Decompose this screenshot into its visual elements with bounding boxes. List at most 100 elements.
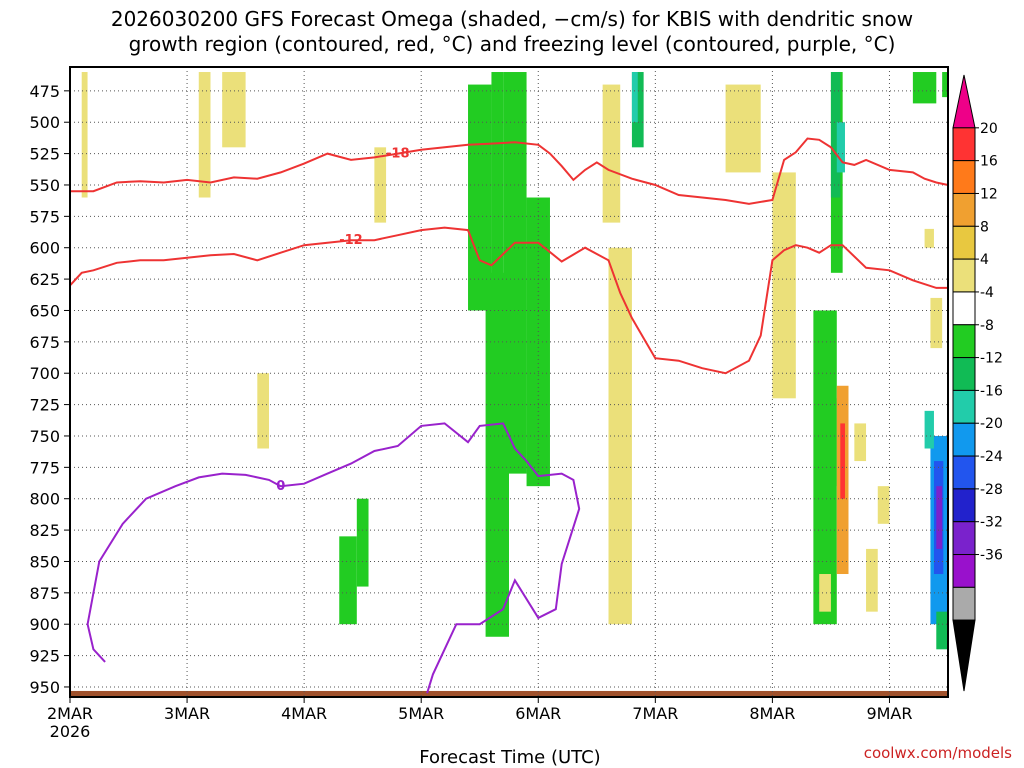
omega-shade-38 [257,373,270,449]
colorbar-swatch [952,291,976,326]
colorbar-swatch [952,455,976,490]
y-tick-label: 825 [29,521,60,540]
colorbar-swatch [952,324,976,359]
y-tick-label: 550 [29,176,60,195]
colorbar-label: 16 [980,154,998,170]
omega-shade-6 [339,536,357,625]
omega-shade-23 [840,423,845,499]
colorbar-swatch [952,488,976,523]
y-tick-label: 950 [29,678,60,697]
contour-line--18 [70,137,949,205]
colorbar-label: 4 [980,252,989,268]
omega-shade-34 [819,574,831,612]
colorbar-swatch [952,521,976,556]
omega-shade-25 [222,72,246,148]
title-line-1: 2026030200 GFS Forecast Omega (shaded, −… [111,7,913,31]
y-tick-label: 725 [29,396,60,415]
contour-line--12 [69,226,948,375]
omega-shade-31 [772,172,796,399]
contour-line-0 [86,422,581,694]
y-tick-label: 475 [29,82,60,101]
y-tick-label: 675 [29,333,60,352]
omega-shade-35 [877,486,890,524]
y-tick-label: 700 [29,364,60,383]
contour-label-0: 0 [276,479,285,494]
colorbar-label: 12 [980,186,998,202]
y-tick-label: 575 [29,207,60,226]
colorbar-swatch [952,586,976,621]
colorbar-swatch [952,422,976,457]
omega-shade-32 [866,548,878,612]
colorbar-label: -8 [980,318,994,334]
omega-shade-12 [912,72,937,104]
colorbar-swatch [952,554,976,588]
omega-shade-26 [198,72,211,198]
y-tick-label: 500 [29,113,60,132]
colorbar-cap-top [952,74,976,129]
contour-label--18: -18 [386,147,410,162]
omega-shade-19 [936,486,943,549]
terrain-band [70,690,948,697]
colorbar-label: -24 [980,449,1003,465]
x-tick-label: 4MAR [281,704,327,723]
x-tick-label: 8MAR [749,704,795,723]
y-tick-label: 800 [29,490,60,509]
colorbar-label: -16 [980,383,1003,399]
colorbar-swatch [952,258,976,293]
x-tick-label: 9MAR [866,704,912,723]
colorbar-label: -36 [980,548,1003,564]
x-tick-label: 6MAR [515,704,561,723]
contour-label--12: -12 [339,233,363,248]
colorbar-label: 8 [980,219,989,235]
y-tick-label: 650 [29,301,60,320]
y-tick-label: 875 [29,584,60,603]
colorbar-label: -12 [980,351,1003,367]
colorbar-swatch [952,389,976,424]
colorbar-swatch [952,357,976,391]
colorbar-label: -28 [980,482,1003,498]
colorbar-swatch [952,160,976,194]
y-tick-label: 750 [29,427,60,446]
omega-shade-15 [830,72,841,198]
colorbar-label: -4 [980,285,994,301]
colorbar-swatch [952,225,976,260]
x-axis-label: Forecast Time (UTC) [419,747,600,768]
y-tick-label: 525 [29,145,60,164]
omega-shade-30 [725,84,761,173]
y-tick-label: 775 [29,458,60,477]
y-tick-label: 600 [29,239,60,258]
omega-shade-11 [942,72,948,98]
y-tick-label: 625 [29,270,60,289]
y-tick-label: 900 [29,615,60,634]
omega-shade-5 [491,423,504,612]
omega-shade-0 [468,84,492,311]
colorbar-cap-bottom [952,619,976,692]
omega-shade-16 [836,122,845,173]
y-tick-label: 925 [29,647,60,666]
omega-shade-29 [608,247,632,625]
plot-area: -18 -12 0 [69,66,949,698]
omega-shade-27 [374,147,387,223]
omega-shade-3 [503,72,527,474]
colorbar-swatch [952,192,976,227]
x-tick-label: 2MAR [47,704,93,723]
omega-shade-28 [602,84,621,223]
colorbar-label: -20 [980,416,1003,432]
omega-shade-8 [813,310,837,625]
x-tick-label: 7MAR [632,704,678,723]
credit-label: coolwx.com/models [864,744,1012,762]
omega-shade-1 [491,72,504,298]
omega-shade-37 [930,297,943,349]
plot-frame [69,66,949,698]
omega-shade-33 [854,423,867,462]
x-tick-label: 3MAR [164,704,210,723]
x-tick-label: 5MAR [398,704,444,723]
omega-shade-36 [924,228,934,248]
colorbar-label: -32 [980,515,1003,531]
omega-shade-21 [936,611,948,650]
omega-shade-7 [356,498,369,587]
colorbar-swatch [952,127,976,162]
omega-shade-14 [631,72,638,123]
colorbar-label: 20 [980,121,998,137]
